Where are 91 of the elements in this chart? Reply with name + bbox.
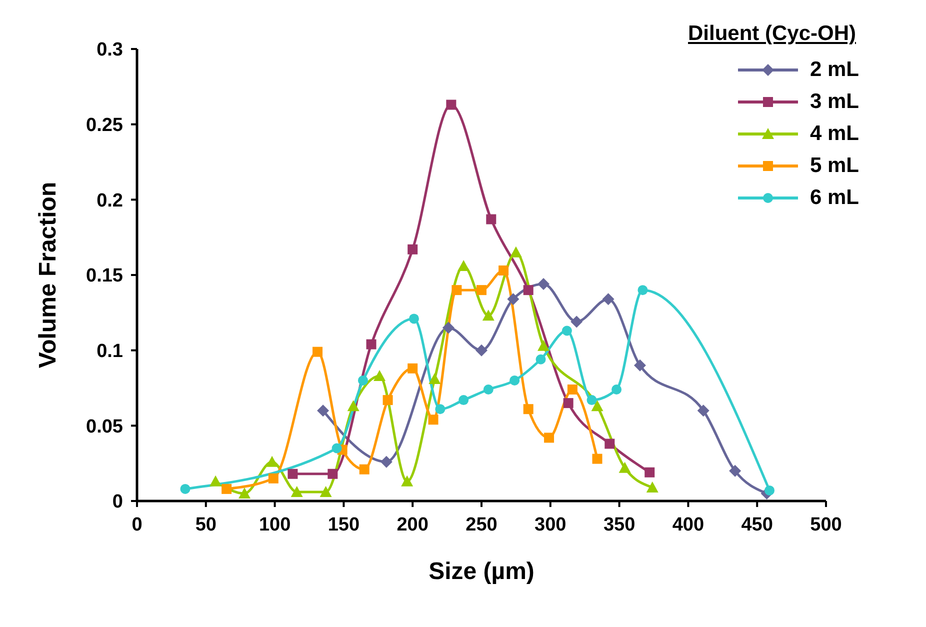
point: [483, 384, 494, 395]
point: [382, 395, 393, 406]
point: [536, 354, 546, 364]
point: [408, 314, 419, 324]
point: [380, 456, 392, 468]
y-tick-label: 0: [112, 492, 123, 513]
point: [510, 246, 522, 258]
point: [570, 316, 583, 328]
x-tick-label: 150: [328, 514, 360, 536]
legend-label: 2 mL: [810, 58, 860, 82]
point: [428, 414, 438, 425]
point: [408, 244, 418, 254]
point: [268, 473, 278, 484]
point: [238, 487, 250, 498]
point: [764, 485, 774, 496]
x-tick-label: 250: [466, 514, 498, 536]
point: [366, 339, 376, 350]
point: [544, 432, 554, 443]
point: [644, 467, 655, 478]
legend-label: 6 mL: [810, 186, 860, 210]
point: [612, 384, 622, 395]
point: [408, 363, 418, 374]
point: [222, 484, 232, 494]
point: [312, 346, 323, 357]
x-tick-label: 200: [396, 514, 428, 536]
point: [374, 370, 386, 381]
point: [428, 372, 441, 384]
x-tick-label: 400: [672, 514, 704, 536]
point: [482, 310, 494, 321]
point: [401, 475, 414, 486]
x-tick-label: 50: [195, 514, 216, 536]
y-axis-title: Volume Fraction: [34, 182, 62, 368]
point: [538, 278, 550, 290]
point: [563, 398, 574, 408]
point: [458, 395, 469, 406]
point: [359, 464, 370, 474]
y-tick-label: 0.3: [96, 40, 123, 61]
point: [442, 322, 454, 334]
legend-label: 3 mL: [810, 90, 860, 114]
point: [538, 340, 550, 351]
point: [347, 400, 360, 412]
x-tick-label: 350: [603, 514, 636, 536]
point: [435, 404, 446, 414]
point: [510, 375, 520, 386]
point: [507, 293, 520, 306]
point: [328, 468, 338, 479]
point: [290, 486, 303, 497]
point: [458, 260, 470, 271]
point: [562, 326, 572, 336]
point: [567, 384, 578, 395]
point: [446, 100, 456, 110]
point: [332, 443, 342, 454]
point: [358, 375, 368, 386]
point: [317, 404, 330, 417]
legend-label: 4 mL: [810, 122, 860, 146]
point: [288, 468, 298, 479]
legend-title: Diluent (Cyc-OH): [688, 22, 857, 46]
x-tick-label: 300: [534, 514, 566, 536]
point: [266, 456, 278, 467]
point: [697, 404, 710, 417]
y-tick-label: 0.1: [96, 341, 124, 362]
x-tick-label: 0: [132, 514, 142, 536]
point: [604, 438, 615, 449]
point: [592, 454, 602, 464]
x-tick-label: 100: [258, 514, 291, 536]
y-tick-label: 0.05: [86, 416, 124, 438]
point: [452, 285, 462, 296]
point: [634, 359, 646, 372]
point: [586, 395, 597, 406]
point: [638, 285, 648, 296]
point: [476, 344, 488, 356]
y-tick-label: 0.25: [86, 115, 124, 136]
point: [320, 486, 332, 497]
point: [210, 475, 222, 486]
point: [523, 404, 534, 414]
point: [646, 481, 658, 492]
y-tick-label: 0.15: [86, 266, 124, 287]
point: [498, 265, 509, 276]
point: [180, 484, 190, 494]
y-tick-label: 0.2: [96, 190, 123, 212]
point: [602, 293, 614, 306]
point: [523, 285, 534, 296]
x-axis-title: Size (µm): [428, 558, 534, 585]
point: [486, 214, 496, 224]
x-tick-label: 500: [810, 514, 842, 536]
legend-label: 5 mL: [810, 154, 860, 178]
point: [476, 285, 486, 296]
point: [618, 462, 631, 473]
point: [591, 400, 604, 412]
x-tick-label: 450: [741, 514, 773, 536]
point: [729, 464, 742, 477]
